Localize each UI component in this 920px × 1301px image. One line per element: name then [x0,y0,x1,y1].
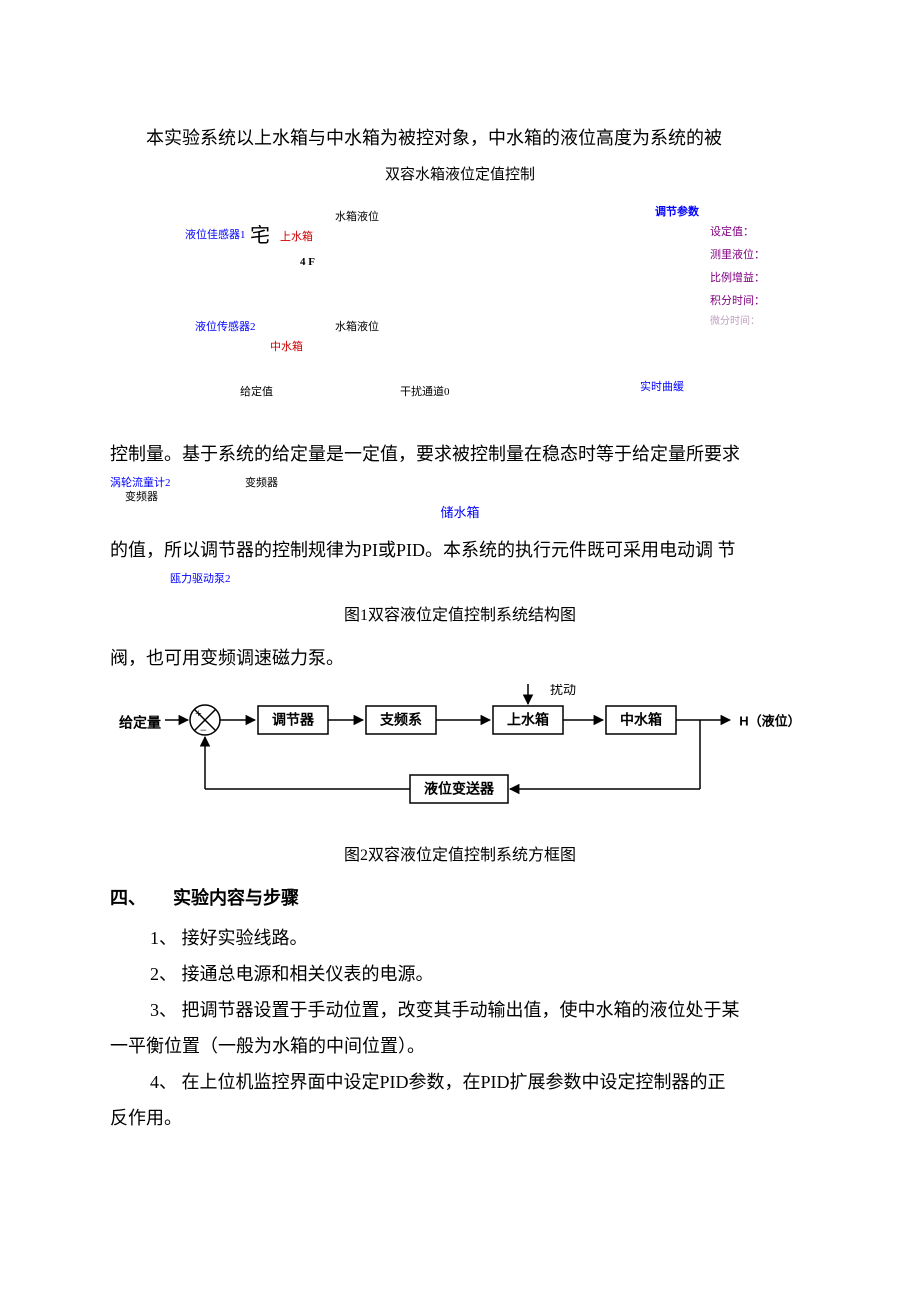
zhai-char: 宅 [250,216,270,256]
param-level: 测里液位： [710,244,765,266]
mid-tank-label: 中水箱 [270,336,303,358]
vfd-label-2: 变频器 [125,486,158,508]
figure2-caption: 图2双容液位定值控制系统方框图 [110,840,810,872]
step-1: 1、 接好实验线路。 [150,920,810,956]
para-control: 控制量。基于系统的给定量是一定值，要求被控制量在稳态时等于给定量所要求 [110,436,810,472]
step-4-cont: 反作用。 [110,1100,810,1136]
para-valve: 阀，也可用变频调速磁力泵。 [110,640,810,676]
svg-text:+: + [195,706,202,720]
label-4f: 4 F [300,251,315,273]
bd-feedback: 液位变送器 [424,781,495,797]
param-setpoint: 设定值： [710,221,754,243]
system-structure-diagram: 液位佳感器1 宅 上水箱 水箱液位 4 F 调节参数 设定值： 测里液位： 比例… [110,196,810,436]
sensor1-label: 液位佳感器1 [185,224,246,246]
bd-upper-tank: 上水箱 [507,712,549,728]
param-derivative: 微分时间： [710,312,760,332]
tank-level-2: 水箱液位 [335,316,379,338]
bd-disturbance: 扰动 [550,684,576,697]
bd-input-label: 给定量 [119,715,161,731]
svg-text:−: − [200,723,207,737]
bd-regulator: 调节器 [272,712,315,728]
pump2-label: 瓯力驱动泵2 [170,568,810,590]
step-2: 2、 接通总电源和相关仪表的电源。 [150,956,810,992]
setpoint-label: 给定值 [240,381,273,403]
disturbance-channel: 干扰通道0 [400,381,450,403]
realtime-buffer: 实时曲缓 [640,376,684,398]
upper-tank-label: 上水箱 [280,226,313,248]
tank-level-1: 水箱液位 [335,206,379,228]
bd-output: H（液位） [739,713,800,728]
system-diagram-title: 双容水箱液位定值控制 [110,160,810,190]
intro-line: 本实验系统以上水箱与中水箱为被控对象，中水箱的液位高度为系统的被 [110,120,810,156]
step-3-cont: 一平衡位置（一般为水箱的中间位置）。 [110,1028,810,1064]
bd-vf: 支频系 [379,712,422,728]
param-integral: 积分时间： [710,290,765,312]
param-gain: 比例增益： [710,267,765,289]
step-4: 4、 在上位机监控界面中设定PID参数，在PID扩展参数中设定控制器的正 [150,1064,810,1100]
section-4-heading: 四、 实验内容与步骤 [110,880,810,916]
vfd-label-1: 变频器 [245,472,278,494]
params-heading: 调节参数 [655,201,699,223]
reservoir-label: 储水箱 [110,500,810,526]
figure1-caption: 图1双容液位定值控制系统结构图 [110,600,810,632]
block-diagram: 给定量 + − 调节器 支频系 上水箱 扰动 中水箱 H（液位） 液 [110,684,810,824]
bd-mid-tank: 中水箱 [620,712,662,728]
step-3: 3、 把调节器设置于手动位置，改变其手动输出值，使中水箱的液位处于某 [150,992,810,1028]
sensor2-label: 液位传感器2 [195,316,256,338]
para-pi-pid: 的值，所以调节器的控制规律为PI或PID。本系统的执行元件既可采用电动调 节 [110,532,810,568]
